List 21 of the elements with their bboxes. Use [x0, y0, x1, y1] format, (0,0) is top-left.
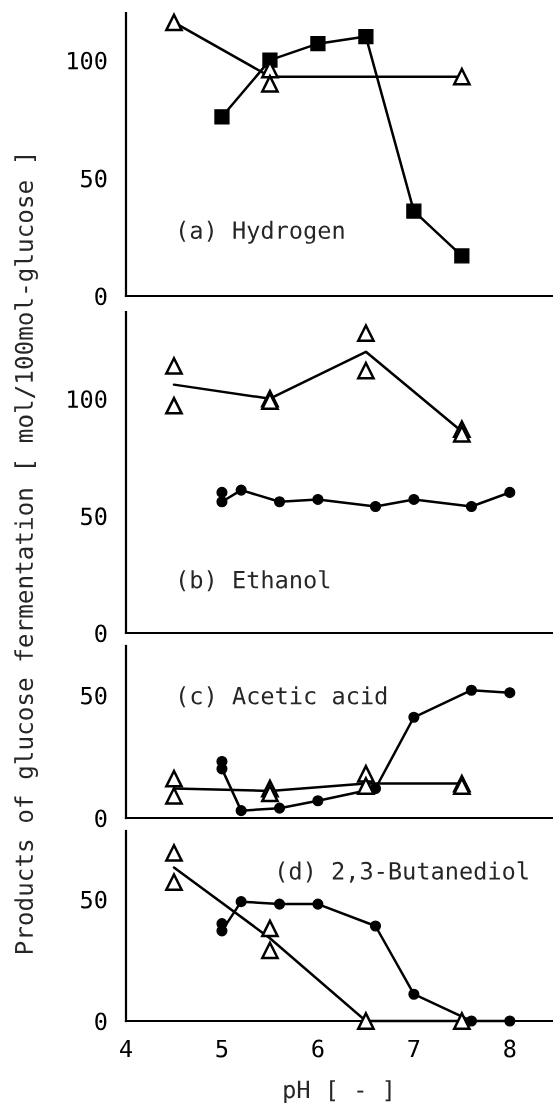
y-tick-label: 50	[81, 890, 107, 909]
y-tick-label: 0	[95, 809, 107, 828]
y-tick-label: 100	[68, 390, 107, 409]
text: (d) 2,3-Butanediol	[279, 861, 528, 883]
y-axis-title: Products of glucose fermentation [ mol/100mol-glucose ]	[14, 156, 38, 954]
x-tick-label: 8	[504, 1039, 516, 1058]
text: (c) Acetic acid	[180, 686, 387, 708]
x-tick-label: 5	[216, 1039, 228, 1058]
x-tick-label: 7	[408, 1039, 420, 1058]
y-tick-label: 100	[68, 51, 107, 70]
y-tick-label: 0	[95, 1012, 107, 1031]
x-tick-label: 6	[312, 1039, 324, 1058]
y-tick-label: 0	[95, 287, 107, 306]
y-tick-label: 50	[81, 169, 107, 188]
text: (a) Hydrogen	[180, 220, 344, 244]
y-tick-label: 50	[81, 507, 107, 526]
text: (b) Ethanol	[180, 570, 330, 592]
x-tick-label: 4	[120, 1039, 132, 1058]
x-axis-title: pH [ - ]	[284, 1080, 391, 1103]
y-tick-label: 0	[95, 624, 107, 643]
y-tick-label: 50	[81, 686, 107, 705]
